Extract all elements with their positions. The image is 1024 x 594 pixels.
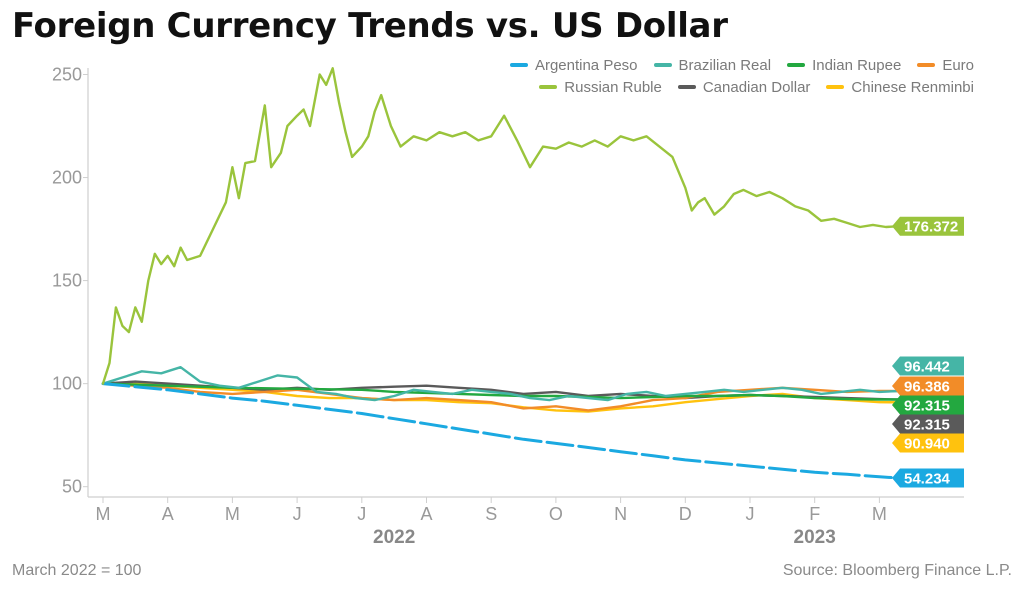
end-value-label: 92.315 bbox=[904, 417, 950, 434]
month-label: J bbox=[293, 504, 302, 524]
series-line-argentina-peso bbox=[101, 382, 901, 480]
source-note: Source: Bloomberg Finance L.P. bbox=[782, 562, 1012, 579]
series-line-russian-ruble bbox=[101, 67, 900, 385]
legend-swatch bbox=[917, 63, 936, 67]
legend-swatch bbox=[826, 85, 845, 89]
legend-row-1: Argentina Peso Brazilian Real Indian Rup… bbox=[454, 54, 974, 76]
legend-item-argentina-peso: Argentina Peso bbox=[509, 56, 638, 74]
month-label: N bbox=[614, 504, 627, 524]
legend-label: Euro bbox=[942, 56, 974, 74]
end-label-box bbox=[892, 468, 964, 488]
chart-title: Foreign Currency Trends vs. US Dollar bbox=[12, 6, 728, 46]
end-value-label: 54.234 bbox=[904, 470, 951, 487]
legend-label: Argentina Peso bbox=[534, 56, 638, 74]
month-label: J bbox=[746, 504, 755, 524]
legend: Argentina Peso Brazilian Real Indian Rup… bbox=[454, 54, 974, 98]
end-label-box bbox=[892, 376, 964, 396]
end-value-label: 90.940 bbox=[904, 436, 950, 453]
month-label: D bbox=[679, 504, 692, 524]
end-label-box bbox=[892, 414, 964, 434]
legend-swatch bbox=[677, 85, 696, 89]
legend-swatch bbox=[539, 85, 558, 89]
end-value-label: 176.372 bbox=[904, 219, 958, 236]
end-value-label: 96.386 bbox=[904, 379, 950, 396]
month-label: A bbox=[162, 504, 174, 524]
legend-item-canadian-dollar: Canadian Dollar bbox=[677, 78, 811, 96]
month-label: M bbox=[872, 504, 887, 524]
legend-swatch bbox=[509, 63, 528, 67]
legend-label: Indian Rupee bbox=[812, 56, 902, 74]
y-tick-label: 200 bbox=[52, 168, 82, 188]
year-label: 2023 bbox=[794, 527, 836, 548]
end-label-box bbox=[892, 356, 964, 376]
month-label: M bbox=[96, 504, 111, 524]
y-tick-label: 250 bbox=[52, 64, 82, 84]
legend-label: Canadian Dollar bbox=[702, 78, 811, 96]
month-label: F bbox=[809, 504, 820, 524]
end-labels: 176.372 96.442 96.386 92.315 92.315 90.940 54.… bbox=[892, 216, 964, 488]
legend-item-russian-ruble: Russian Ruble bbox=[539, 79, 662, 96]
month-label: S bbox=[485, 504, 497, 524]
end-value-label: 96.442 bbox=[904, 359, 950, 376]
end-label-box bbox=[892, 216, 964, 236]
month-label: M bbox=[225, 504, 240, 524]
series-layer bbox=[101, 67, 901, 480]
legend-item-chinese-renminbi: Chinese Renminbi bbox=[826, 79, 974, 96]
month-label: O bbox=[549, 504, 563, 524]
legend-row-2: Russian Ruble Canadian Dollar Chinese Re… bbox=[454, 76, 974, 98]
legend-swatch bbox=[787, 63, 806, 67]
year-label: 2022 bbox=[373, 527, 415, 548]
footnote: March 2022 = 100 bbox=[12, 562, 142, 579]
end-label-box bbox=[892, 395, 964, 415]
y-tick-label: 100 bbox=[52, 374, 82, 394]
legend-label: Brazilian Real bbox=[678, 56, 772, 74]
month-label: J bbox=[357, 504, 366, 524]
legend-item-brazilian-real: Brazilian Real bbox=[653, 56, 772, 74]
axes: 50 100 150 200 250 M A M J J A S O N D J F M 2022 2023 bbox=[52, 64, 964, 548]
end-label-box bbox=[892, 433, 964, 453]
legend-swatch bbox=[653, 63, 672, 67]
legend-label: Russian Ruble bbox=[564, 78, 662, 96]
month-label: A bbox=[420, 504, 432, 524]
legend-item-indian-rupee: Indian Rupee bbox=[787, 57, 901, 74]
end-value-label: 92.315 bbox=[904, 398, 950, 415]
series-line-brazilian-real bbox=[101, 366, 900, 402]
legend-label: Chinese Renminbi bbox=[851, 78, 974, 96]
y-tick-label: 150 bbox=[52, 271, 82, 291]
legend-item-euro: Euro bbox=[917, 57, 974, 74]
y-tick-label: 50 bbox=[62, 477, 82, 497]
